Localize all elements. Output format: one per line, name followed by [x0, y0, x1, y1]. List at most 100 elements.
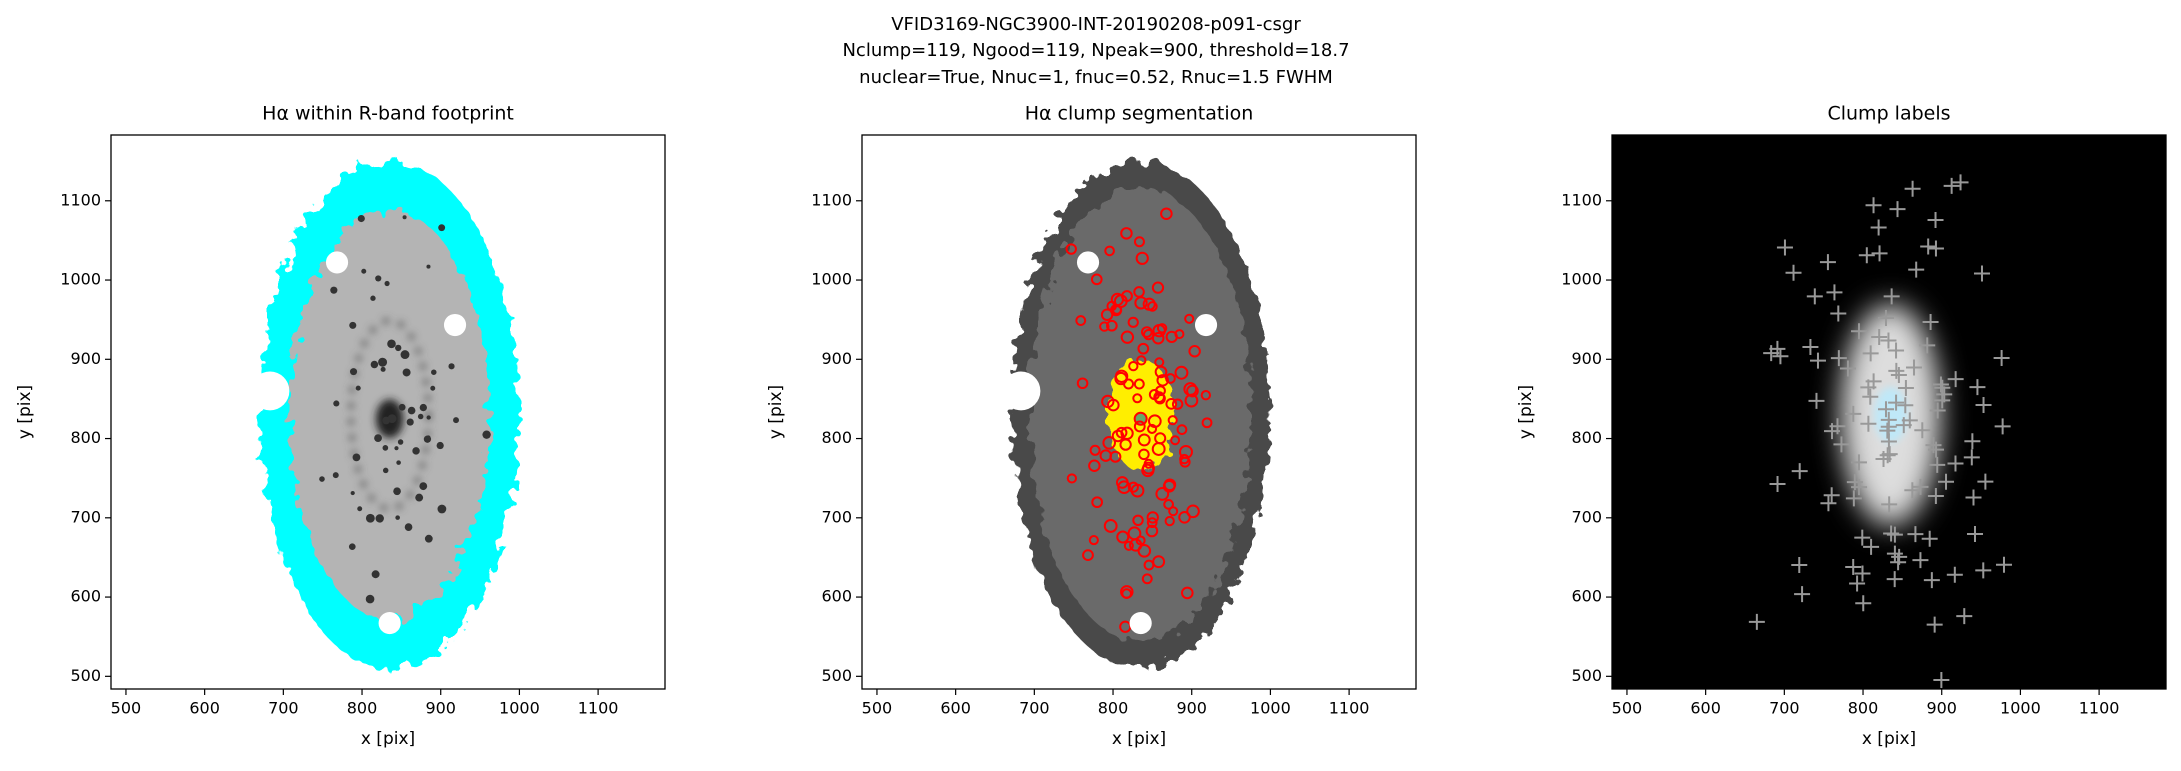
x-tick-label: 800 [1848, 699, 1879, 718]
clump-label [1907, 526, 1924, 543]
clump-label [1927, 240, 1944, 257]
clump-marker [1106, 398, 1120, 412]
hii-region [402, 368, 411, 377]
clump-label [1863, 538, 1880, 555]
clump-label [1921, 530, 1938, 547]
y-tick-label: 500 [70, 666, 101, 685]
hii-region [402, 215, 407, 220]
clump-label [1923, 572, 1940, 589]
hii-region [380, 366, 386, 372]
y-axis-label: y [pix] [766, 385, 786, 439]
x-tick-label: 900 [425, 699, 456, 718]
x-tick-label: 800 [347, 699, 378, 718]
clump-label [1965, 489, 1982, 506]
clump-marker [1104, 245, 1115, 257]
masked-star [378, 611, 401, 635]
x-tick-label: 600 [1690, 699, 1721, 718]
clump-label [1883, 288, 1900, 305]
clump-marker [1155, 385, 1166, 397]
clump-label [1929, 456, 1946, 473]
clump-marker [1099, 321, 1110, 332]
clump-label [1933, 672, 1950, 689]
clump-marker [1160, 207, 1173, 221]
clump-label [1877, 401, 1894, 418]
clump-marker [1155, 487, 1170, 501]
clump-marker [1176, 424, 1188, 435]
clump-label [1862, 345, 1879, 362]
x-tick-label: 900 [1176, 699, 1207, 718]
clump-label [1886, 545, 1903, 562]
clump-label [1912, 552, 1929, 569]
x-tick-label: 500 [111, 699, 142, 718]
clump-label [1888, 342, 1905, 359]
clump-marker [1075, 315, 1087, 326]
clump-label [1936, 386, 1953, 403]
clump-marker [1156, 374, 1169, 387]
hii-region [407, 406, 416, 415]
x-axis-label: x [pix] [361, 729, 415, 749]
x-axis-label: x [pix] [1862, 729, 1916, 749]
clump-label [1912, 478, 1929, 495]
y-tick-label: 700 [70, 507, 101, 526]
hii-region [349, 368, 358, 376]
clump-marker [1154, 392, 1166, 405]
hii-region [404, 523, 413, 531]
clump-marker [1186, 504, 1200, 519]
clump-marker [1154, 365, 1168, 379]
clump-label [1886, 526, 1903, 543]
clump-marker [1151, 281, 1165, 294]
clump-label [1791, 463, 1808, 480]
clump-label [1904, 482, 1921, 499]
clump-marker [1151, 331, 1165, 345]
clump-label [1927, 212, 1944, 229]
x-tick-label: 700 [1769, 699, 1800, 718]
clump-marker [1201, 417, 1213, 429]
suptitle: VFID3169-NGC3900-INT-20190208-p091-csgr [891, 14, 1301, 35]
hii-region [382, 467, 389, 474]
y-tick-label: 800 [70, 428, 101, 447]
clump-label [1877, 309, 1894, 326]
clump-label [1871, 245, 1888, 262]
clump-label [1904, 180, 1921, 197]
clump-label [1862, 388, 1879, 405]
y-tick-label: 800 [1571, 428, 1602, 447]
clump-label [1889, 201, 1906, 218]
clump-label [1851, 479, 1868, 496]
clump-label [1802, 338, 1819, 355]
label-core [1874, 387, 1908, 443]
clump-label [1966, 525, 1983, 542]
clump-marker [1146, 511, 1159, 524]
clump-marker [1088, 535, 1099, 546]
clump-label [1901, 412, 1918, 429]
x-tick-label: 1100 [578, 699, 619, 718]
hii-region [431, 369, 437, 375]
image-panel [1612, 135, 2166, 689]
x-tick-label: 900 [1926, 699, 1957, 718]
hii-region [438, 224, 446, 232]
clump-marker [1133, 420, 1146, 433]
clump-label [1946, 566, 1963, 583]
clump-label [1823, 487, 1840, 504]
clump-label [1963, 449, 1980, 466]
hii-region [417, 413, 424, 420]
clump-marker [1133, 236, 1145, 248]
panel-title: Hα within R-band footprint [262, 103, 514, 125]
clump-marker [1114, 369, 1129, 383]
clump-label [1880, 332, 1897, 349]
hii-region [355, 385, 361, 391]
clump-label [1929, 402, 1946, 419]
y-tick-label: 1100 [811, 190, 852, 209]
y-tick-label: 600 [1571, 587, 1602, 606]
clump-label [1776, 239, 1793, 256]
clump-marker [1181, 586, 1194, 600]
x-tick-label: 700 [268, 699, 299, 718]
axes-frame [1611, 134, 2167, 690]
x-tick-label: 1000 [1250, 699, 1291, 718]
clump-marker [1136, 355, 1147, 366]
clump-label [1908, 261, 1925, 278]
hii-region [370, 295, 376, 301]
hii-region [365, 594, 375, 604]
clump-marker [1105, 319, 1118, 332]
clump-marker [1102, 436, 1117, 450]
